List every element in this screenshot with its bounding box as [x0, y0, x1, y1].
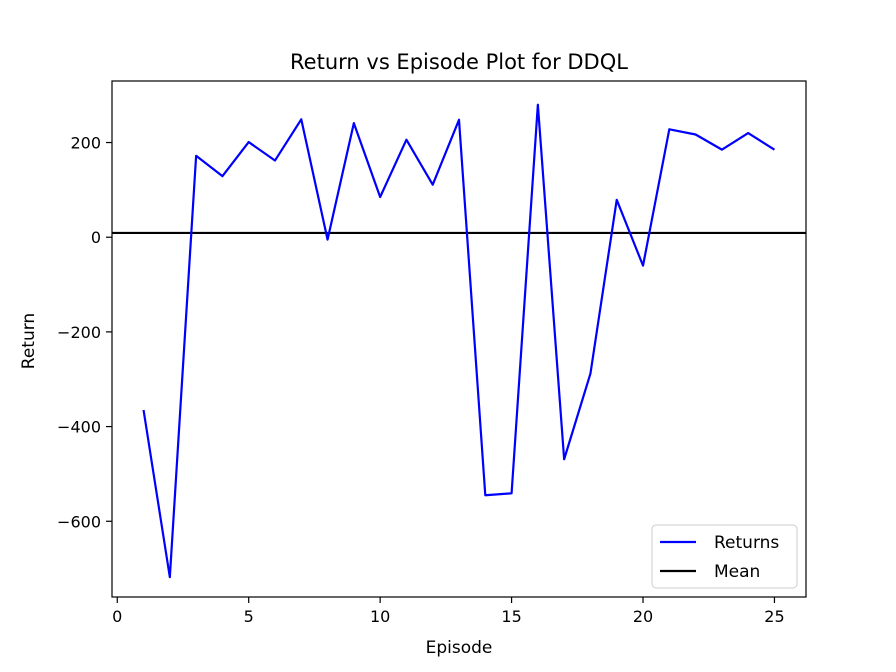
chart-title: Return vs Episode Plot for DDQL [290, 50, 628, 74]
y-axis-label: Return [19, 313, 39, 369]
x-tick-label: 15 [501, 607, 521, 626]
y-tick-label: −200 [57, 323, 101, 342]
plot-area [112, 103, 806, 579]
x-tick-label: 10 [370, 607, 390, 626]
legend-label: Mean [714, 562, 760, 582]
x-tick-label: 0 [112, 607, 122, 626]
y-tick-label: 200 [70, 134, 101, 153]
axes: 0 5 10 15 20 25 200 0 −200 −400 −600 [57, 80, 807, 626]
legend-label: Returns [714, 533, 779, 553]
plot-frame [111, 80, 807, 598]
legend-box [651, 524, 798, 589]
x-tick-label: 20 [633, 607, 653, 626]
x-tick-label: 25 [764, 607, 784, 626]
legend: Returns Mean [651, 524, 798, 589]
y-tick-label: 0 [91, 228, 101, 247]
x-axis-label: Episode [426, 638, 493, 658]
returns-line [142, 103, 776, 579]
y-tick-label: −400 [57, 418, 101, 437]
x-tick-label: 5 [244, 607, 254, 626]
y-tick-label: −600 [57, 512, 101, 531]
